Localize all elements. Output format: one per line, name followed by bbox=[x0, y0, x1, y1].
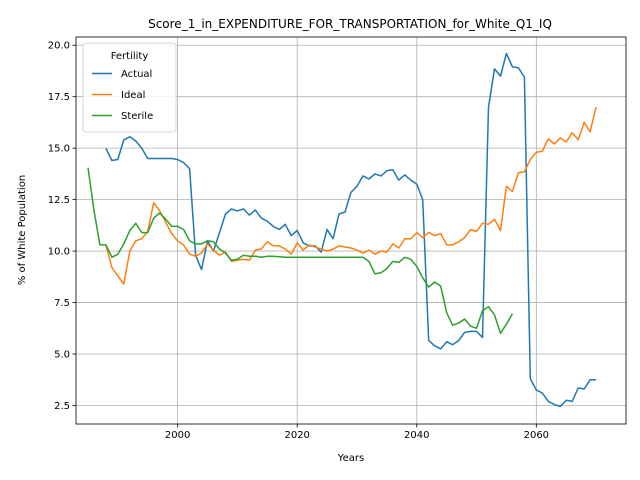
x-tick-label: 2000 bbox=[165, 430, 190, 441]
legend: Fertility Actual Ideal Sterile bbox=[82, 42, 177, 133]
series-line-actual bbox=[105, 52, 597, 408]
series-line-sterile bbox=[87, 167, 514, 335]
legend-box bbox=[82, 42, 177, 133]
y-axis: 2.5 5.0 7.5 10.0 12.5 15.0 17.5 20.0 bbox=[48, 41, 76, 412]
legend-label-actual: Actual bbox=[121, 69, 152, 80]
axes-frame bbox=[75, 36, 627, 425]
x-tick-label: 2040 bbox=[404, 430, 429, 441]
y-tick-label: 5.0 bbox=[54, 350, 70, 361]
x-axis: 2000 2020 2040 2060 bbox=[165, 424, 549, 441]
y-tick-label: 10.0 bbox=[48, 247, 70, 258]
x-tick-label: 2020 bbox=[284, 430, 309, 441]
y-tick-label: 7.5 bbox=[54, 298, 70, 309]
legend-label-ideal: Ideal bbox=[121, 90, 145, 101]
legend-title: Fertility bbox=[111, 51, 149, 62]
y-tick-label: 12.5 bbox=[48, 195, 70, 206]
y-tick-label: 2.5 bbox=[54, 401, 70, 412]
series-line-ideal bbox=[105, 106, 597, 285]
legend-label-sterile: Sterile bbox=[121, 111, 153, 122]
x-axis-label: Years bbox=[337, 453, 364, 464]
y-axis-label: % of White Population bbox=[17, 175, 28, 285]
y-tick-label: 20.0 bbox=[48, 41, 70, 52]
chart-title: Score_1_in_EXPENDITURE_FOR_TRANSPORTATIO… bbox=[148, 17, 552, 31]
series-lines bbox=[87, 52, 597, 408]
y-tick-label: 15.0 bbox=[48, 144, 70, 155]
y-tick-label: 17.5 bbox=[48, 92, 70, 103]
x-tick-label: 2060 bbox=[524, 430, 549, 441]
